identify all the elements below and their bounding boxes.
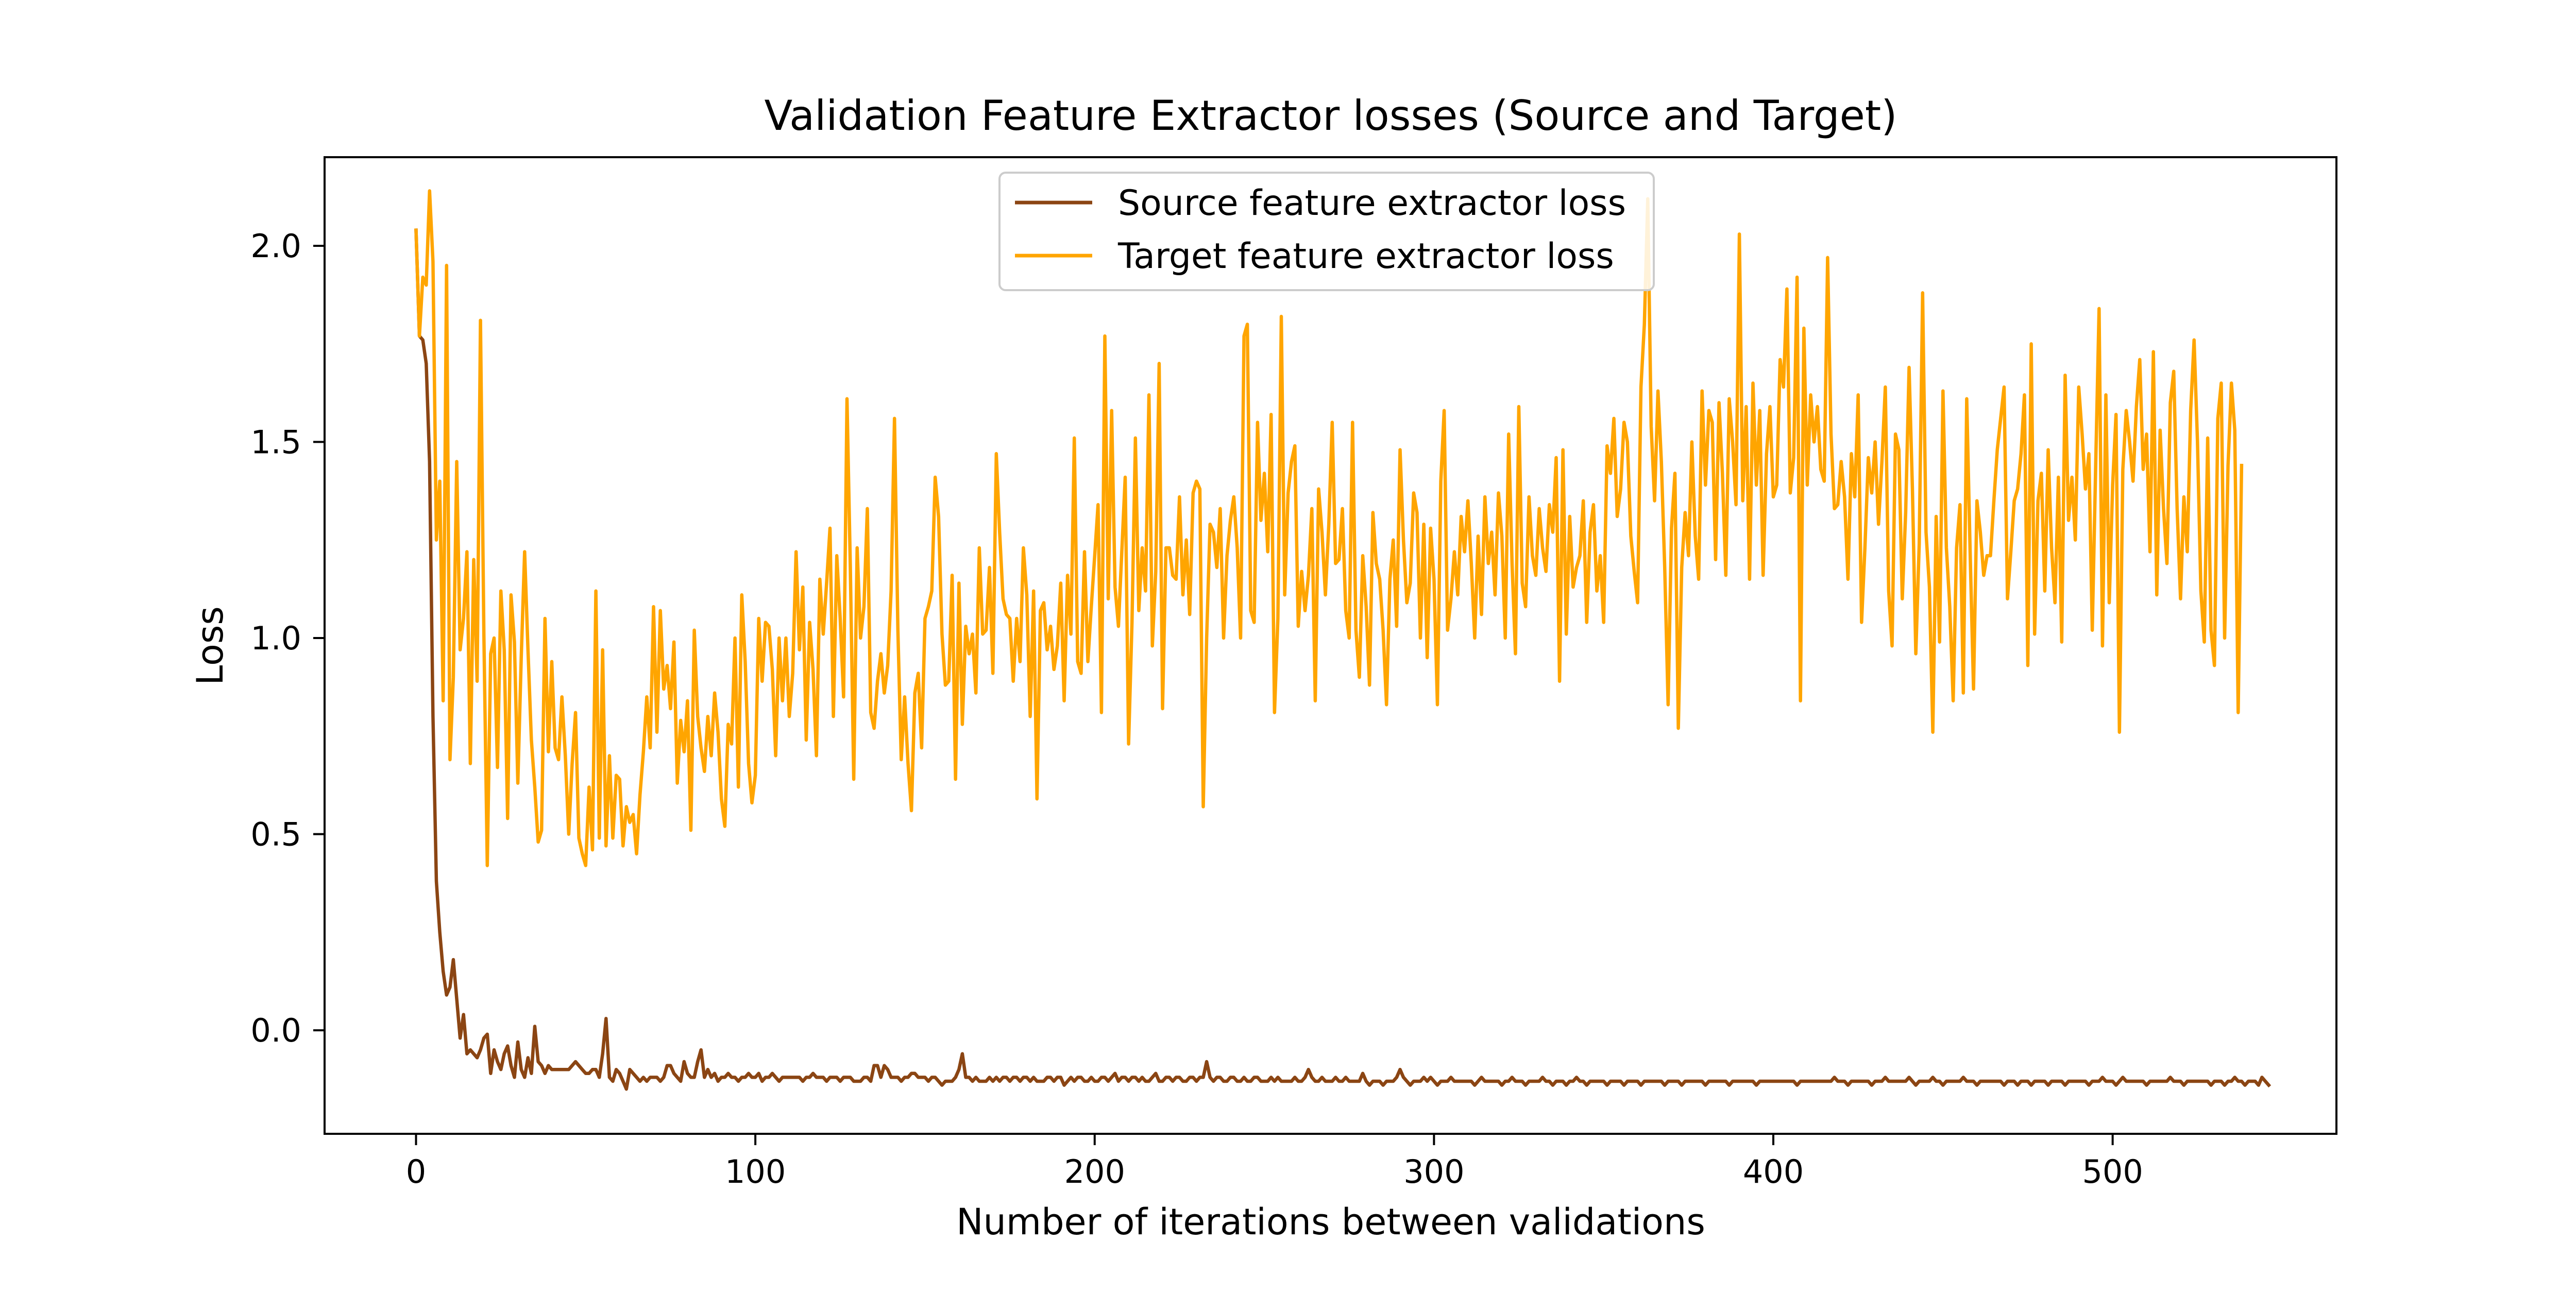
y-tick-label: 2.0	[250, 227, 301, 265]
x-tick-label: 400	[1743, 1153, 1804, 1191]
legend-box	[998, 172, 1655, 291]
y-tick-label: 0.5	[250, 816, 301, 853]
axes: 0 100 200 300 400 500 0.0 0.5 1.0 1.5 2.0	[250, 156, 2337, 1191]
x-axis-label: Number of iterations between validations	[956, 1201, 1705, 1243]
series-line-source	[414, 228, 2272, 1091]
x-tick-label: 200	[1064, 1153, 1125, 1191]
x-tick-label: 100	[725, 1153, 786, 1191]
legend: Source feature extractor loss Target feat…	[998, 172, 1655, 291]
x-tick-label: 500	[2082, 1153, 2143, 1191]
y-axis-label: Loss	[189, 606, 231, 685]
x-tick-label: 0	[406, 1153, 426, 1191]
series-lines	[414, 189, 2272, 1091]
legend-label: Target feature extractor loss	[1117, 236, 1614, 277]
series-line-target	[414, 189, 2244, 867]
chart-title: Validation Feature Extractor losses (Sou…	[765, 92, 1897, 140]
y-tick-label: 1.0	[250, 619, 301, 657]
y-tick-label: 0.0	[250, 1012, 301, 1049]
y-tick-label: 1.5	[250, 424, 301, 461]
axes-frame	[324, 156, 2337, 1135]
x-tick-label: 300	[1403, 1153, 1464, 1191]
legend-label: Source feature extractor loss	[1118, 183, 1626, 224]
plot-area	[414, 189, 2272, 1091]
